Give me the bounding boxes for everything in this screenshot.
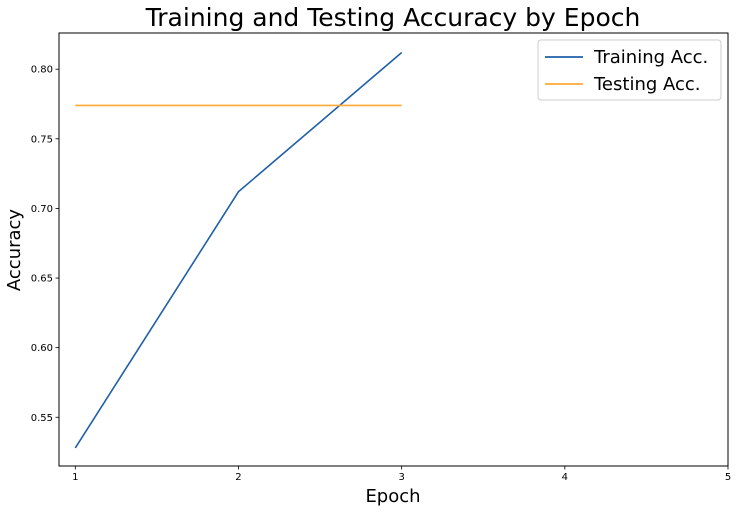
legend-label-testing: Testing Acc. (593, 74, 701, 95)
chart-title: Training and Testing Accuracy by Epoch (145, 3, 641, 32)
legend: Training Acc. Testing Acc. (537, 39, 722, 101)
x-axis: 1 2 3 4 5 (72, 466, 731, 483)
x-tick-label: 2 (235, 472, 241, 483)
series-lines (74, 51, 403, 449)
legend-box (537, 39, 722, 101)
x-tick-label: 5 (725, 472, 731, 483)
y-tick-label: 0.65 (31, 274, 53, 285)
x-axis-label: Epoch (365, 486, 420, 507)
legend-label-training: Training Acc. (593, 47, 708, 68)
x-tick-label: 1 (72, 472, 78, 483)
y-axis-label: Accuracy (4, 209, 25, 292)
y-tick-label: 0.70 (31, 204, 53, 215)
y-tick-label: 0.75 (31, 134, 53, 145)
y-tick-label: 0.60 (31, 343, 53, 354)
series-line-training (74, 51, 403, 449)
y-axis: 0.55 0.60 0.65 0.70 0.75 0.80 (31, 65, 59, 424)
y-tick-label: 0.80 (31, 65, 53, 76)
x-tick-label: 4 (562, 472, 568, 483)
x-tick-label: 3 (398, 472, 404, 483)
y-tick-label: 0.55 (31, 413, 53, 424)
